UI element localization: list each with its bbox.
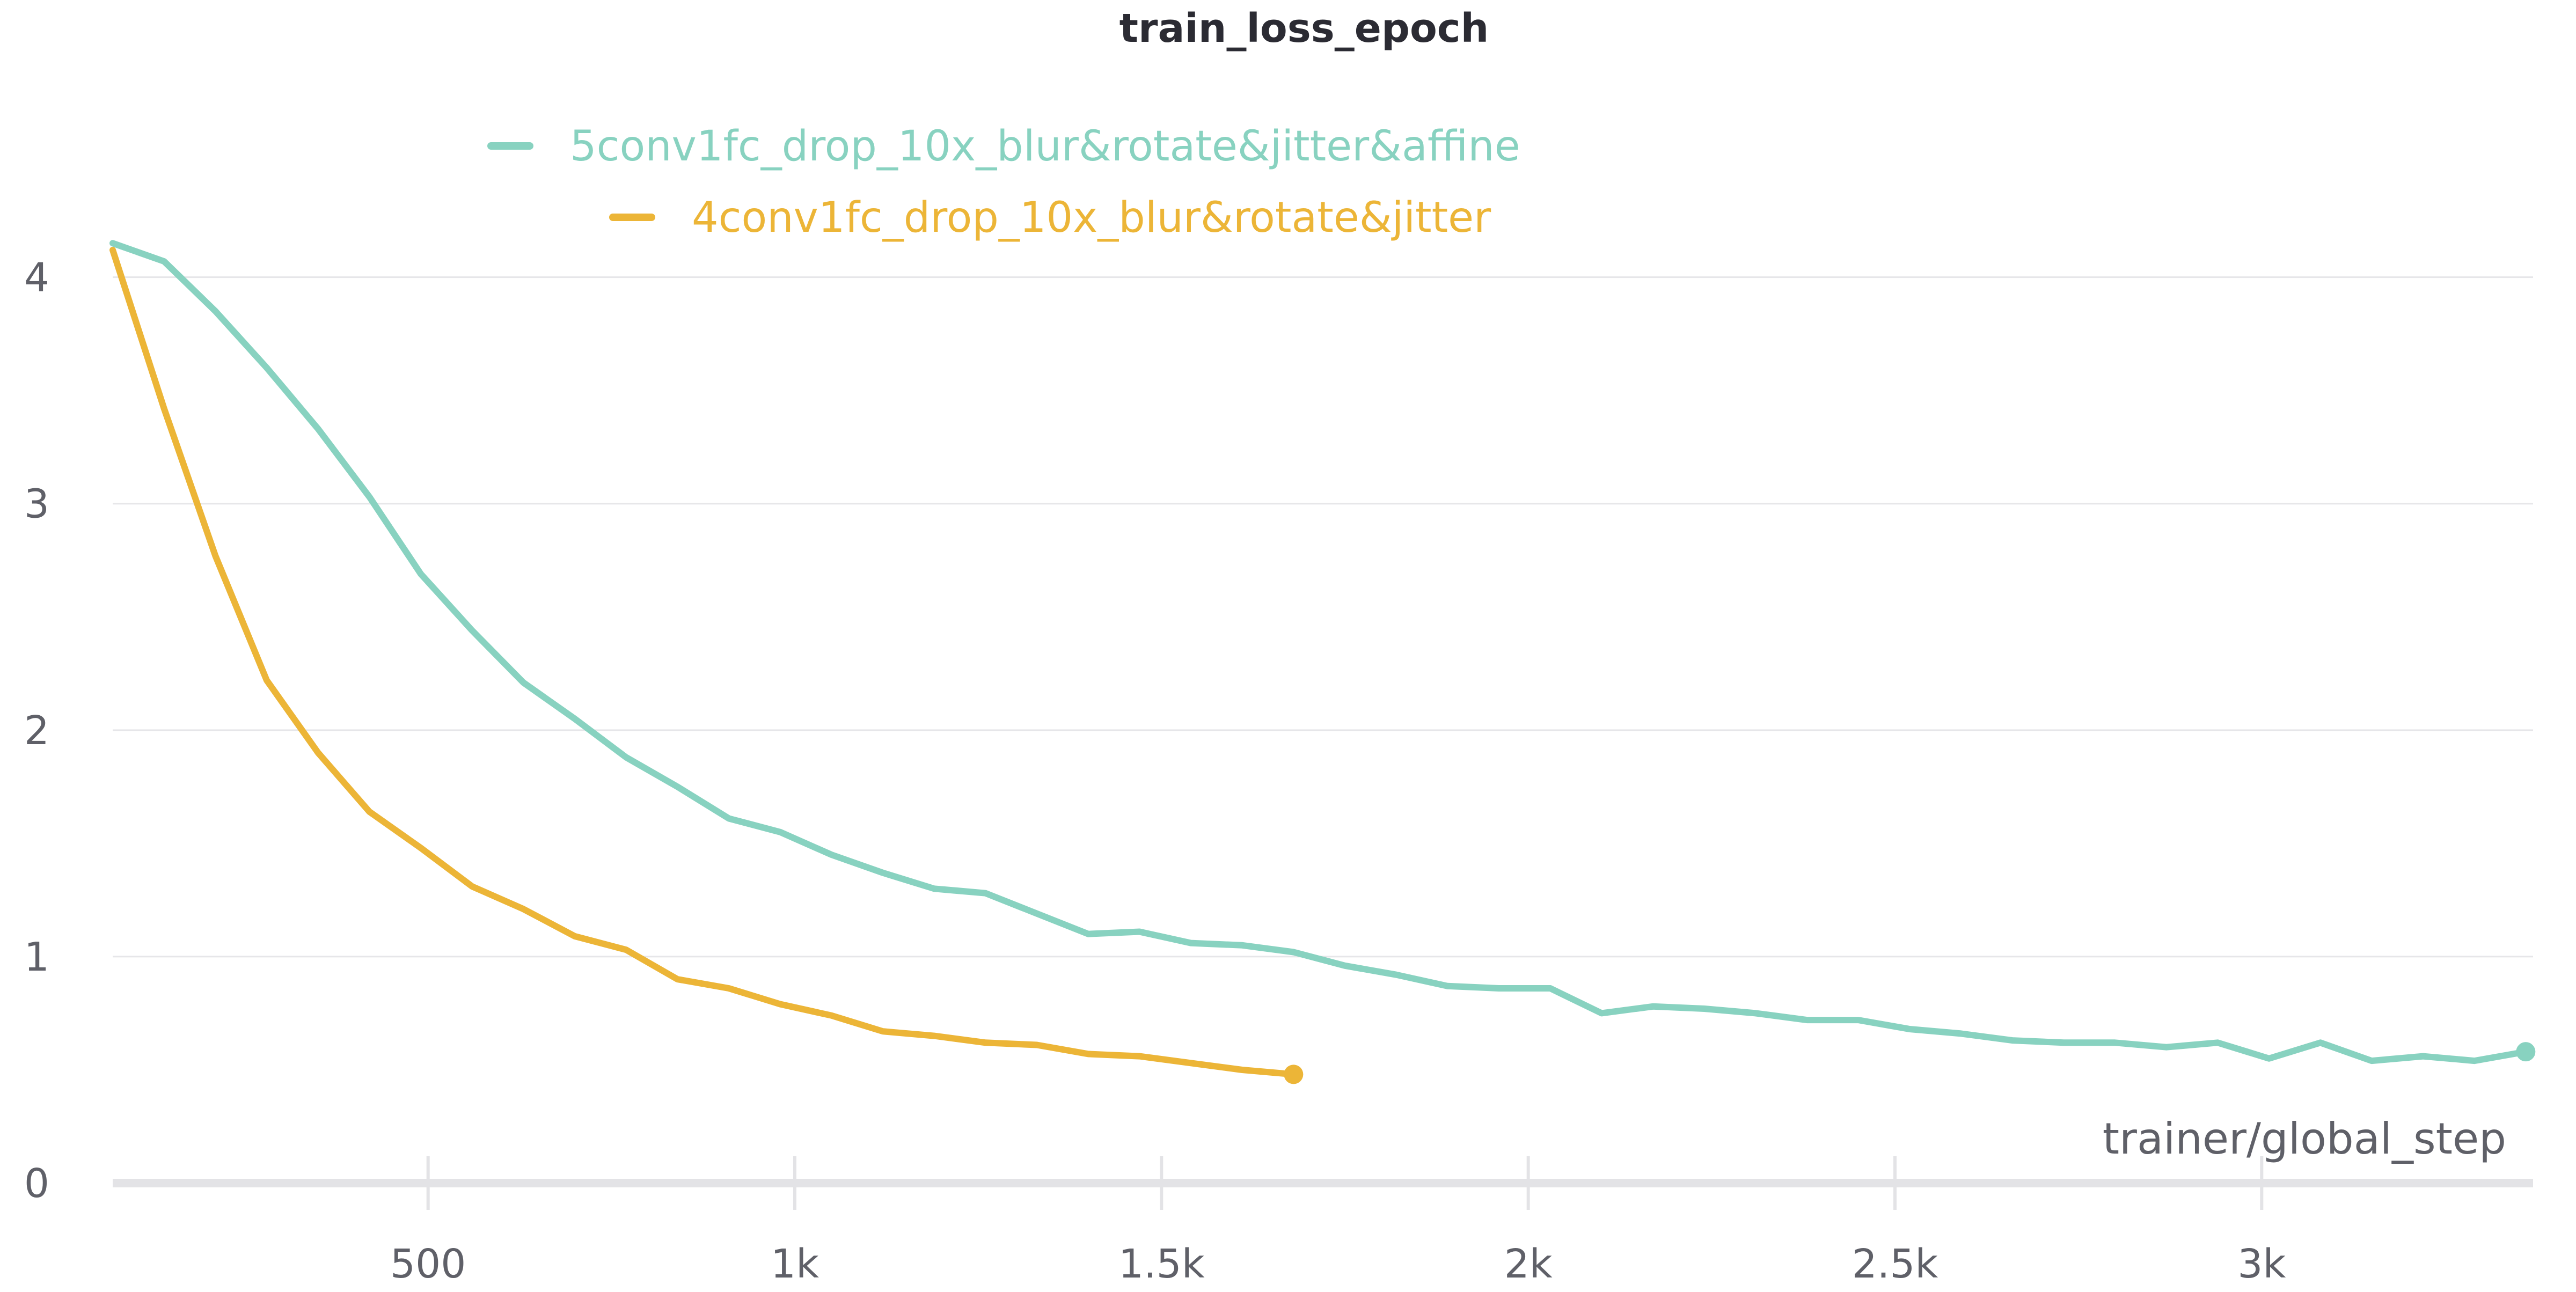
y-tick-label: 3 — [24, 481, 49, 527]
x-tick-label: 500 — [390, 1241, 466, 1287]
y-tick-label: 4 — [24, 255, 49, 301]
series-end-point-2[interactable] — [1284, 1065, 1304, 1084]
legend-item-2[interactable]: 4conv1fc_drop_10x_blur&rotate&jitter — [609, 194, 1491, 242]
y-tick-label: 2 — [24, 708, 49, 754]
x-tick-label: 2k — [1504, 1241, 1553, 1287]
legend-item-1[interactable]: 5conv1fc_drop_10x_blur&rotate&jitter&aff… — [487, 122, 1520, 171]
legend[interactable]: 5conv1fc_drop_10x_blur&rotate&jitter&aff… — [487, 122, 1520, 242]
grid-lines — [113, 276, 2533, 958]
y-tick-label: 0 — [24, 1161, 49, 1207]
x-axis: 500 1k 1.5k 2k 2.5k 3k — [113, 1156, 2533, 1287]
y-tick-label: 1 — [24, 934, 49, 980]
x-tick-label: 1k — [771, 1241, 819, 1287]
chart-title: train_loss_epoch — [1119, 5, 1489, 52]
y-axis: 0 1 2 3 4 — [24, 255, 49, 1207]
series-line-1[interactable] — [109, 240, 2529, 1065]
x-tick-label: 1.5k — [1118, 1241, 1205, 1287]
legend-label: 4conv1fc_drop_10x_blur&rotate&jitter — [692, 194, 1491, 242]
x-tick-label: 3k — [2237, 1241, 2286, 1287]
series-line-2[interactable] — [109, 247, 1297, 1078]
legend-label: 5conv1fc_drop_10x_blur&rotate&jitter&aff… — [570, 122, 1520, 171]
x-axis-label: trainer/global_step — [2103, 1114, 2506, 1164]
x-tick-label: 2.5k — [1852, 1241, 1938, 1287]
series-end-point-1[interactable] — [2516, 1042, 2536, 1062]
series-lines — [109, 240, 2536, 1084]
